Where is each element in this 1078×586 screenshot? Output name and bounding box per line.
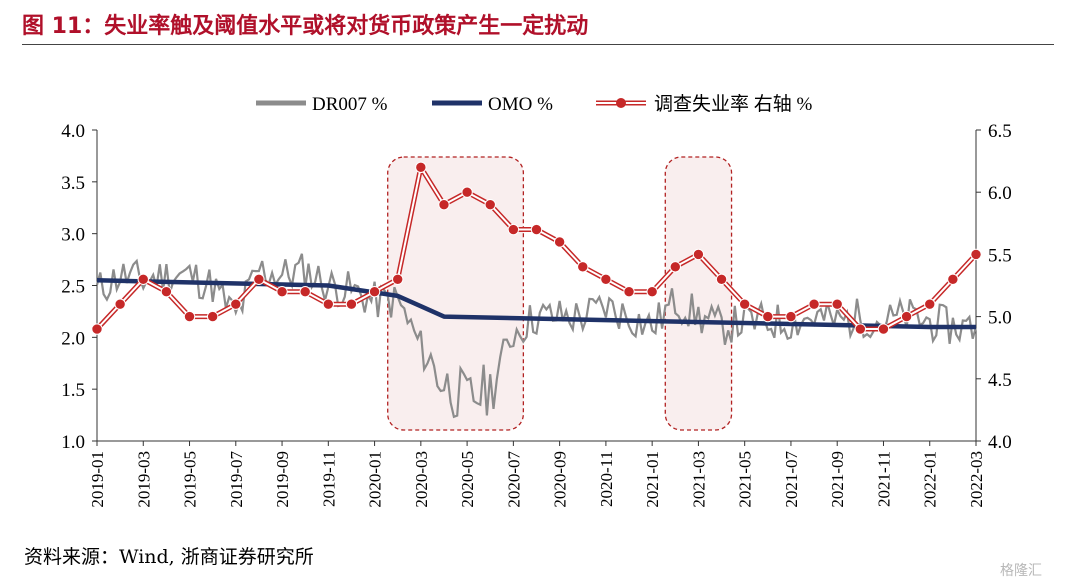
y-right-tick-label: 6.0 xyxy=(988,183,1012,204)
unemployment-point xyxy=(299,286,311,298)
axes: 1.0 1.5 2.0 2.5 3.0 3.5 4.0 4.0 4.5 5.0 5.5 6.0 6.5 2… xyxy=(61,121,1012,508)
y-left-tick-label: 2.0 xyxy=(61,328,85,349)
unemployment-point xyxy=(345,298,358,310)
legend-swatch-unemployment-dot xyxy=(616,98,626,108)
unemployment-point xyxy=(137,273,149,285)
x-tick-label: 2021-03 xyxy=(689,451,708,508)
source-note: 资料来源：Wind, 浙商证券研究所 xyxy=(24,546,314,568)
y-left-tick-label: 3.0 xyxy=(61,225,85,246)
unemployment-line-outer xyxy=(95,164,978,332)
unemployment-point xyxy=(854,323,867,335)
unemployment-point xyxy=(507,223,520,236)
unemployment-point xyxy=(206,310,219,323)
unemployment-point xyxy=(553,236,566,248)
x-tick-label: 2021-11 xyxy=(874,451,893,507)
unemployment-point xyxy=(924,298,936,310)
unemployment-point xyxy=(738,298,751,310)
unemployment-point xyxy=(692,248,705,261)
unemployment-point xyxy=(947,273,959,285)
dr007-line xyxy=(95,253,978,419)
unemployment-point xyxy=(530,223,543,236)
y-left-tick-label: 2.5 xyxy=(61,277,85,298)
unemployment-point xyxy=(623,286,635,298)
x-tick-label: 2019-01 xyxy=(88,451,107,508)
y-right-tick-label: 6.5 xyxy=(988,121,1012,142)
unemployment-point xyxy=(392,273,404,285)
y-right-tick-label: 4.0 xyxy=(988,432,1012,453)
y-left-tick-label: 3.5 xyxy=(61,173,85,194)
unemployment-point xyxy=(877,323,890,335)
x-tick-label: 2019-09 xyxy=(273,451,292,508)
x-tick-label: 2019-03 xyxy=(134,451,153,508)
unemployment-point xyxy=(461,186,473,198)
x-tick-label: 2019-07 xyxy=(227,451,246,508)
unemployment-point xyxy=(600,273,612,285)
x-tick-label: 2022-01 xyxy=(921,451,940,508)
legend: DR007 % OMO % 调查失业率 右轴 % xyxy=(256,93,813,115)
x-tick-label: 2019-05 xyxy=(181,451,200,508)
watermark: 格隆汇 xyxy=(1000,563,1042,579)
title-divider xyxy=(22,44,1054,45)
unemployment-point xyxy=(762,310,774,323)
unemployment-point xyxy=(160,286,173,298)
y-left-tick-label: 4.0 xyxy=(61,121,85,142)
unemployment-point xyxy=(669,261,681,273)
unemployment-point xyxy=(970,248,982,261)
unemployment-point xyxy=(253,273,265,285)
x-tick-label: 2020-11 xyxy=(597,451,616,507)
series-dr007 xyxy=(95,253,978,419)
y-right-tick-label: 5.0 xyxy=(988,308,1012,329)
x-tick-label: 2021-05 xyxy=(736,451,755,508)
x-tick-label: 2021-07 xyxy=(782,451,801,508)
unemployment-point xyxy=(484,198,496,211)
unemployment-point xyxy=(831,298,843,310)
series-omo xyxy=(96,278,976,330)
unemployment-point xyxy=(577,261,589,273)
y-right-tick-label: 4.5 xyxy=(988,370,1012,391)
unemployment-point xyxy=(322,298,335,310)
legend-label-dr007: DR007 % xyxy=(312,94,388,115)
x-tick-label: 2020-09 xyxy=(551,451,570,508)
unemployment-line-inner xyxy=(96,166,977,330)
x-tick-label: 2022-03 xyxy=(967,451,986,508)
unemployment-point xyxy=(230,298,242,310)
unemployment-point xyxy=(900,310,913,323)
highlight-regions xyxy=(387,156,733,431)
legend-label-unemployment: 调查失业率 右轴 % xyxy=(654,93,813,115)
y-right-tick-label: 5.5 xyxy=(988,245,1012,266)
unemployment-point xyxy=(785,310,797,323)
unemployment-point xyxy=(368,286,381,298)
unemployment-point xyxy=(438,198,450,211)
x-tick-label: 2021-01 xyxy=(643,451,662,508)
unemployment-point xyxy=(91,323,103,335)
y-left-tick-label: 1.5 xyxy=(61,380,85,401)
figure-title: 图 11：失业率触及阈值水平或将对货币政策产生一定扰动 xyxy=(22,14,589,39)
x-tick-label: 2020-03 xyxy=(412,451,431,508)
unemployment-point xyxy=(715,273,728,285)
x-tick-label: 2020-05 xyxy=(458,451,477,508)
omo-line xyxy=(96,278,976,330)
x-tick-label: 2021-09 xyxy=(828,451,847,508)
unemployment-point xyxy=(646,286,658,298)
unemployment-point xyxy=(183,310,196,323)
legend-label-omo: OMO % xyxy=(488,94,553,115)
unemployment-point xyxy=(415,161,427,174)
highlight-box-1 xyxy=(387,156,525,431)
y-left-tick-label: 1.0 xyxy=(61,432,85,453)
x-tick-label: 2020-07 xyxy=(504,451,523,508)
unemployment-point xyxy=(276,286,288,298)
x-tick-label: 2019-11 xyxy=(319,451,338,507)
unemployment-point xyxy=(114,298,126,310)
unemployment-point xyxy=(808,298,820,310)
x-tick-label: 2020-01 xyxy=(366,451,385,508)
highlight-box-2 xyxy=(664,156,733,431)
series-unemployment xyxy=(91,161,982,335)
